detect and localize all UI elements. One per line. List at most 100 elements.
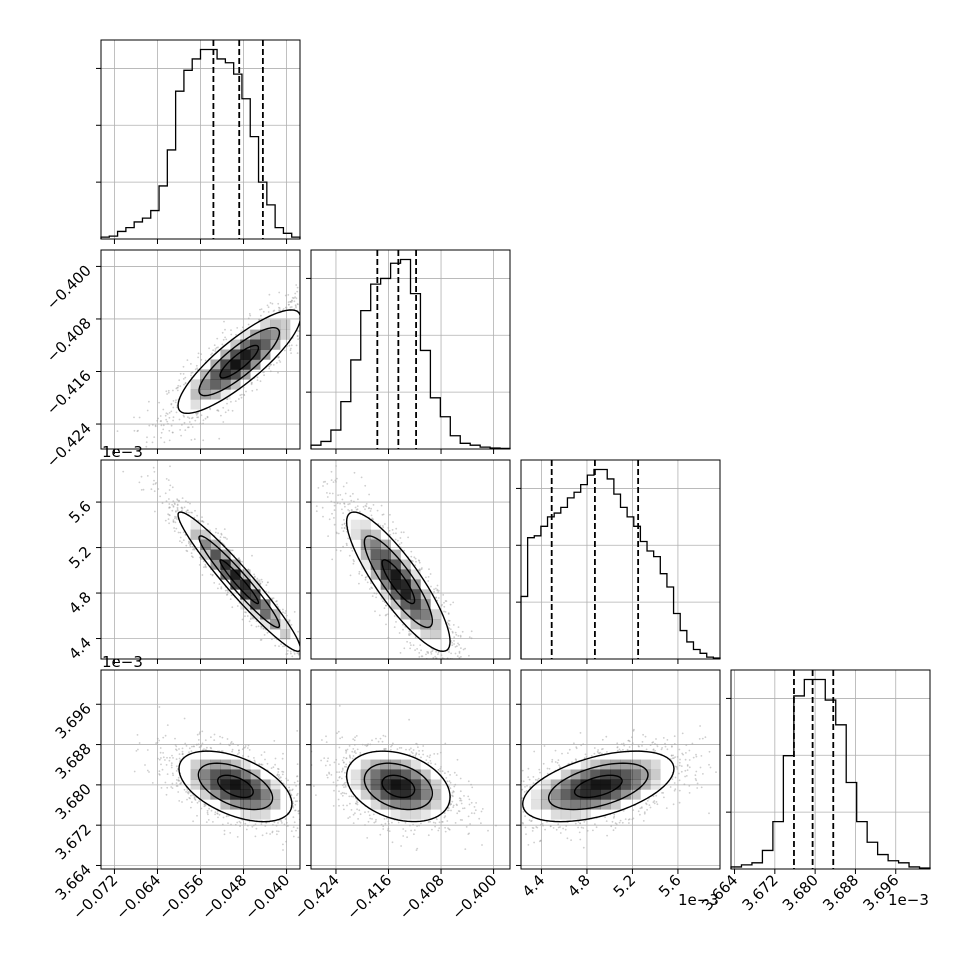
scatter-point — [449, 781, 452, 784]
scatter-point — [637, 810, 640, 813]
scatter-point — [574, 758, 577, 760]
scatter-point — [341, 794, 344, 797]
scatter-point — [333, 501, 336, 504]
scatter-point — [296, 352, 299, 354]
scatter-point — [305, 304, 307, 306]
scatter-point — [421, 749, 424, 752]
density-cell — [620, 759, 631, 770]
scatter-point — [618, 821, 621, 824]
scatter-point — [517, 815, 519, 817]
scatter-point — [177, 776, 180, 779]
density-cell — [380, 549, 391, 560]
scatter-point — [230, 742, 232, 745]
scatter-point — [283, 823, 286, 826]
scatter-point — [536, 826, 539, 829]
y-tick-label: 5.2 — [65, 543, 95, 573]
scatter-point — [218, 437, 221, 440]
density-cell — [410, 769, 421, 780]
density-cell — [550, 809, 562, 820]
scatter-point — [151, 441, 154, 444]
scatter-point — [426, 755, 429, 757]
scatter-point — [321, 739, 323, 741]
scatter-point — [349, 761, 351, 763]
scatter-point — [329, 764, 331, 766]
scatter-point — [527, 776, 530, 778]
scatter-point — [162, 424, 165, 427]
scatter-point — [325, 683, 327, 685]
density-cell — [570, 809, 581, 820]
scatter-point — [442, 661, 444, 663]
scatter-point — [458, 650, 461, 653]
scatter-point — [167, 389, 170, 392]
scatter-point — [203, 566, 205, 569]
scatter-point — [226, 398, 229, 401]
density-cell — [590, 769, 601, 780]
density-cells — [530, 759, 661, 820]
scatter-point — [567, 752, 569, 754]
scatter-point — [338, 705, 341, 707]
scatter-point — [323, 290, 325, 292]
scatter-point — [314, 322, 316, 324]
scatter-point — [503, 787, 505, 789]
scatter-point — [116, 430, 119, 432]
scatter-point — [312, 657, 314, 659]
scatter-point — [336, 477, 338, 480]
scatter-point — [343, 502, 345, 505]
scatter-point — [159, 495, 162, 498]
scatter-point — [628, 740, 631, 743]
scatter-point — [568, 748, 571, 751]
scatter-point — [280, 820, 283, 822]
scatter-point — [244, 615, 246, 618]
scatter-point — [323, 687, 325, 689]
scatter-point — [248, 620, 251, 623]
density-cell — [200, 389, 211, 400]
scatter-point — [672, 754, 674, 757]
scatter-point — [160, 787, 163, 789]
scatter-point — [463, 795, 465, 797]
scatter-point — [645, 802, 647, 805]
scatter-point — [161, 502, 164, 505]
scatter-point — [210, 809, 213, 812]
scatter-point — [217, 810, 219, 813]
scatter-point — [469, 678, 471, 680]
scatter-point — [391, 821, 393, 824]
scatter-point — [281, 773, 284, 776]
scatter-point — [301, 328, 303, 330]
scatter-point — [285, 610, 287, 612]
scatter-point — [354, 506, 357, 509]
scatter-point — [499, 806, 501, 808]
scatter-point — [443, 605, 446, 608]
scatter-point — [531, 830, 534, 832]
density-cell — [370, 779, 381, 790]
scatter-point — [296, 290, 299, 293]
contour-line — [178, 750, 293, 823]
scatter-point — [338, 293, 340, 295]
scatter-point — [259, 380, 262, 383]
scatter-point — [382, 600, 384, 602]
scatter-point — [335, 784, 338, 787]
scatter-point — [261, 763, 264, 766]
scatter-point — [333, 504, 336, 507]
scatter-point — [303, 819, 305, 821]
scatter-point — [175, 770, 178, 772]
scatter-point — [170, 786, 173, 788]
density-cell — [400, 579, 411, 590]
scatter-point — [167, 518, 170, 520]
scatter-point — [459, 819, 462, 821]
scatter-point — [294, 292, 297, 295]
scatter-point — [271, 302, 274, 305]
scatter-point — [175, 782, 178, 784]
scatter-point — [449, 787, 452, 790]
scatter-point — [261, 581, 264, 583]
scatter-point — [197, 739, 200, 741]
density-cell — [400, 799, 411, 810]
scatter-point — [270, 767, 273, 769]
scatter-point — [450, 809, 452, 812]
scatter-point — [616, 746, 619, 749]
scatter-point — [178, 379, 181, 382]
scatter-point — [290, 301, 293, 303]
density-cell — [240, 809, 251, 820]
scatter-point — [299, 666, 301, 668]
scatter-point — [216, 409, 219, 412]
scatter-point — [318, 678, 320, 680]
